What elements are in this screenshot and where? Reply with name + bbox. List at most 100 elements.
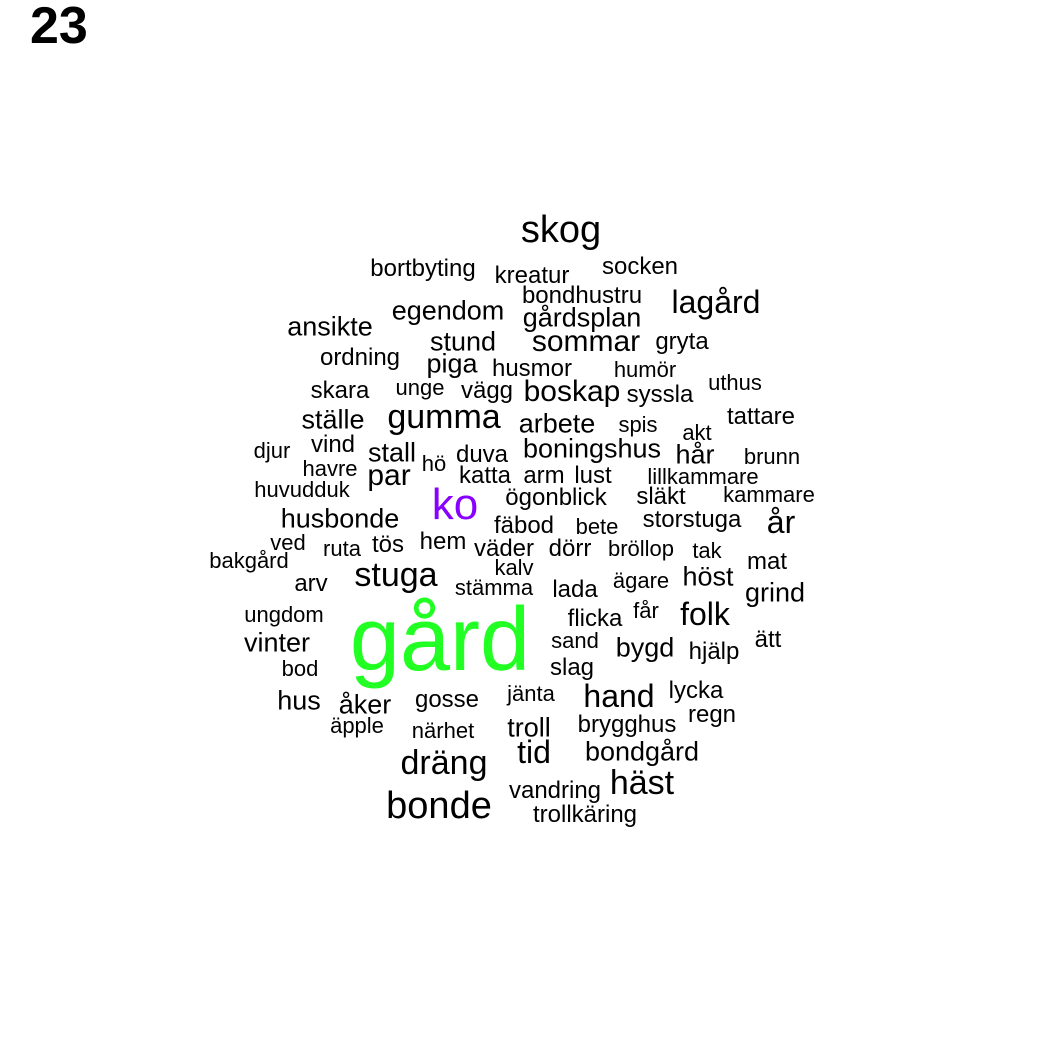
- cloud-word: jänta: [507, 681, 555, 706]
- cloud-word: ungdom: [244, 602, 324, 627]
- cloud-word: grind: [744, 577, 806, 608]
- cloud-word: tös: [371, 531, 405, 558]
- cloud-word: gård: [349, 590, 531, 690]
- cloud-word: lust: [574, 462, 612, 489]
- cloud-word: får: [633, 598, 659, 623]
- cloud-word: egendom: [391, 295, 505, 326]
- cloud-word: lycka: [668, 677, 724, 704]
- cloud-word: havre: [302, 456, 358, 481]
- cloud-word: vind: [310, 431, 356, 458]
- cloud-word: spis: [618, 412, 658, 437]
- cloud-word: kreatur: [494, 262, 570, 289]
- cloud-word: närhet: [411, 718, 475, 743]
- cloud-word: ko: [431, 480, 479, 529]
- cloud-word: bortbyting: [370, 255, 476, 282]
- cloud-word: ved: [270, 530, 306, 555]
- cloud-word: gryta: [655, 328, 709, 355]
- cloud-word: ätt: [754, 626, 782, 653]
- cloud-word: tattare: [726, 403, 796, 430]
- cloud-word: vandring: [508, 777, 602, 804]
- cloud-word: regn: [687, 701, 737, 728]
- cloud-word: lillkammare: [647, 464, 759, 489]
- cloud-word: hår: [675, 439, 715, 470]
- cloud-word: uthus: [708, 370, 762, 395]
- cloud-word: skara: [310, 377, 370, 404]
- cloud-word: skog: [520, 209, 602, 251]
- cloud-word: folk: [680, 596, 730, 632]
- cloud-word: släkt: [636, 483, 686, 510]
- cloud-word: bröllop: [607, 536, 675, 561]
- cloud-word: sommar: [531, 325, 641, 358]
- cloud-word: bete: [575, 514, 619, 539]
- cloud-word: hö: [421, 451, 447, 476]
- cloud-word: arv: [294, 570, 328, 597]
- cloud-word: flicka: [567, 605, 623, 632]
- cloud-word: bondhustru: [521, 282, 643, 309]
- cloud-word: vägg: [460, 377, 514, 404]
- cloud-word: storstuga: [642, 506, 742, 533]
- cloud-word: boningshus: [522, 433, 662, 464]
- cloud-word: tid: [517, 734, 551, 770]
- cloud-word: vinter: [243, 627, 311, 658]
- cloud-word: fäbod: [493, 512, 555, 539]
- cloud-word: trollkäring: [532, 801, 638, 828]
- cloud-word: akt: [682, 420, 712, 445]
- cloud-word: kammare: [723, 482, 815, 507]
- cloud-word: hjälp: [688, 638, 740, 665]
- cloud-word: hus: [277, 685, 321, 716]
- cloud-word: par: [367, 459, 411, 492]
- cloud-word: stund: [429, 326, 497, 357]
- cloud-word: duva: [455, 441, 509, 468]
- cloud-word: kalv: [494, 555, 534, 580]
- cloud-word: bygd: [615, 632, 675, 663]
- cloud-word: piga: [426, 348, 478, 379]
- cloud-word: gårdsplan: [522, 302, 642, 333]
- cloud-word: tak: [692, 538, 722, 563]
- cloud-word: stämma: [454, 575, 534, 600]
- cloud-word: mat: [746, 548, 788, 575]
- cloud-word: stuga: [354, 556, 438, 594]
- cloud-word: socken: [601, 253, 679, 280]
- cloud-word: husmor: [491, 355, 573, 382]
- cloud-word: åker: [338, 689, 392, 720]
- cloud-word: bondgård: [584, 736, 700, 767]
- cloud-word: dörr: [548, 535, 592, 562]
- cloud-word: slag: [549, 654, 595, 681]
- cloud-word: brunn: [743, 444, 801, 469]
- cloud-word: gosse: [414, 686, 480, 713]
- cloud-word: ansikte: [287, 311, 373, 342]
- cloud-word: äpple: [330, 713, 384, 738]
- cloud-word: arm: [523, 462, 565, 489]
- cloud-word: katta: [458, 462, 512, 489]
- cloud-word: syssla: [626, 381, 694, 408]
- cloud-word: bonde: [386, 785, 492, 827]
- cloud-word: ställe: [301, 404, 365, 435]
- cloud-word: stall: [367, 437, 417, 468]
- cloud-word: arbete: [518, 408, 596, 439]
- cloud-word: hand: [583, 678, 655, 714]
- cloud-word: humör: [613, 357, 677, 382]
- cloud-word: sand: [551, 628, 599, 653]
- cloud-word: boskap: [523, 375, 621, 408]
- cloud-word: bakgård: [209, 548, 289, 573]
- cloud-word: ögonblick: [505, 484, 607, 511]
- cloud-word: ordning: [319, 344, 401, 371]
- cloud-word: dräng: [400, 744, 488, 782]
- cloud-word: brygghus: [577, 711, 677, 738]
- cloud-word: ägare: [612, 568, 670, 593]
- cloud-word: år: [766, 504, 796, 540]
- cloud-word: huvudduk: [254, 477, 350, 502]
- page-number: 23: [30, 0, 88, 55]
- cloud-word: ruta: [323, 536, 361, 561]
- cloud-word: unge: [395, 375, 445, 400]
- cloud-word: väder: [473, 535, 535, 562]
- cloud-word: lagård: [671, 284, 761, 320]
- cloud-word: lada: [552, 576, 598, 603]
- cloud-word: bod: [281, 656, 319, 681]
- cloud-word: gumma: [387, 398, 501, 436]
- cloud-word: djur: [253, 438, 291, 463]
- cloud-word: husbonde: [280, 503, 400, 534]
- cloud-word: höst: [682, 561, 734, 592]
- cloud-word: hem: [419, 528, 467, 555]
- cloud-word: troll: [507, 712, 551, 743]
